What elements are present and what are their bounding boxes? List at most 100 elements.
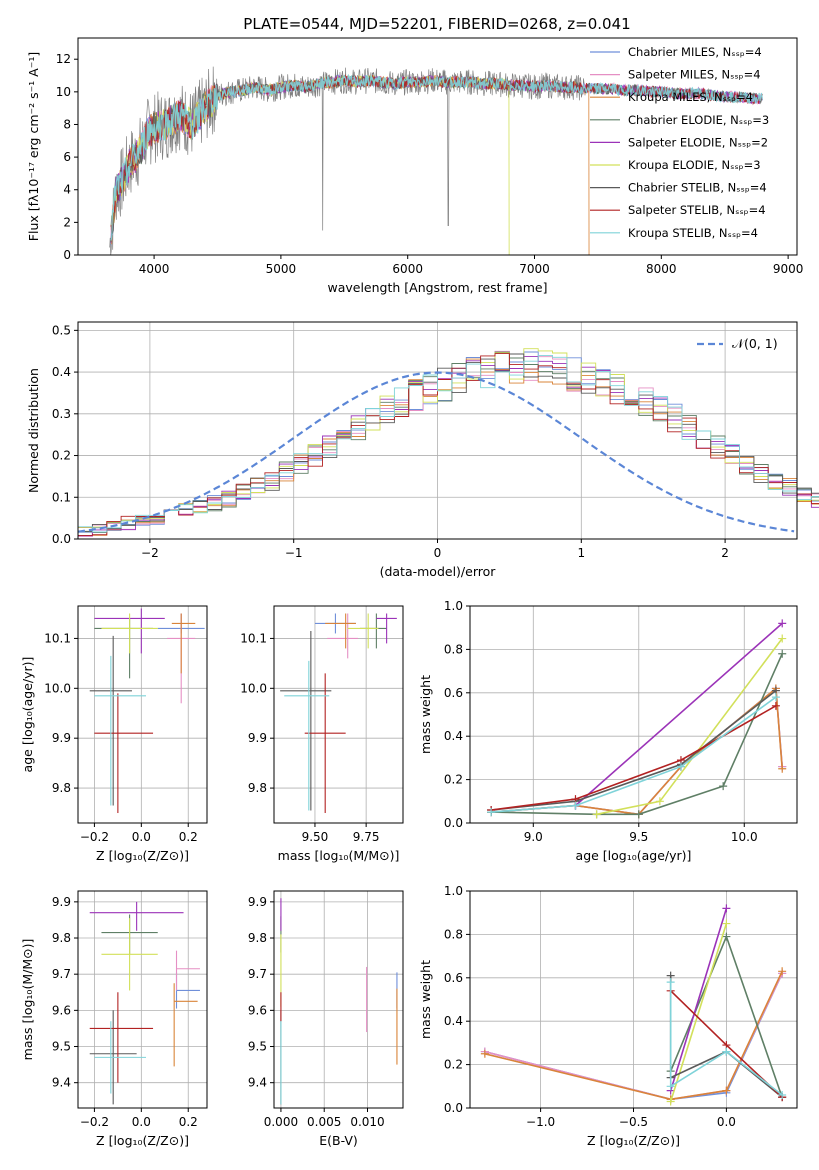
y-tick-label: 0	[63, 248, 71, 262]
panel-mass_vs_Z: −0.2 0.0 0.2 9.4 9.5 9.6 9.7 9.8 9.9 Z [log₁₀(Z/Z…	[20, 890, 208, 1148]
y-tick-label: 0.3	[52, 407, 71, 421]
data-point-marker	[722, 919, 731, 928]
x-tick-label: −0.2	[80, 1115, 109, 1129]
figure-title: PLATE=0544, MJD=52201, FIBERID=0268, z=0…	[243, 15, 630, 33]
x-tick-label: 9.5	[629, 830, 648, 844]
plot-area	[89, 901, 200, 1105]
panel-residuals: −2 −1 0 1 2 0.0 0.1 0.2 0.3 0.4 0.5 (data-model)/er…	[26, 321, 819, 579]
data-point-marker	[771, 693, 780, 702]
axes-frame	[77, 890, 208, 1109]
x-tick-label: 0.005	[307, 1115, 341, 1129]
x-tick-label: 0.0	[132, 1115, 151, 1129]
histogram-series	[78, 353, 819, 536]
x-axis-label: (data-model)/error	[380, 564, 497, 579]
y-axis-label: mass weight	[418, 675, 433, 754]
y-tick-label: 0.6	[444, 971, 463, 985]
y-tick-label: 0.0	[444, 816, 463, 830]
legend: Chabrier MILES, Nₛₛₚ=4 Salpeter MILES, Nₛ…	[590, 45, 769, 240]
y-tick-label: 0.4	[444, 729, 463, 743]
normal-reference-curve	[77, 371, 795, 533]
y-tick-label: 0.1	[52, 490, 71, 504]
mass-weight-line	[574, 622, 783, 807]
data-point-marker	[778, 649, 787, 658]
y-tick-label: 9.5	[52, 1040, 71, 1054]
x-axis-label: Z [log₁₀(Z/Z⊙)]	[96, 1133, 189, 1148]
data-point-marker	[722, 932, 731, 941]
legend-label: 𝒩(0, 1)	[732, 336, 778, 351]
data-point-marker	[778, 1090, 787, 1099]
y-tick-label: 0.8	[444, 927, 463, 941]
data-point-marker	[719, 782, 728, 791]
data-point-marker	[487, 808, 496, 817]
x-tick-label: 0.2	[179, 1115, 198, 1129]
x-tick-label: 7000	[519, 262, 550, 276]
x-tick-label: −0.5	[619, 1115, 648, 1129]
y-tick-label: 10.1	[240, 631, 267, 645]
model-line	[110, 74, 510, 255]
x-tick-label: −1	[285, 546, 303, 560]
x-tick-label: 9.50	[302, 830, 329, 844]
legend-label: Salpeter STELIB, Nₛₛₚ=4	[628, 203, 766, 217]
y-tick-label: 9.6	[52, 1003, 71, 1017]
panel-massweight_vs_age: 9.0 9.5 10.0 0.0 0.2 0.4 0.6 0.8 1.0 age [log₁₀(a…	[418, 599, 798, 863]
x-tick-label: 5000	[266, 262, 297, 276]
x-tick-label: 0.0	[717, 1115, 736, 1129]
y-tick-label: 6	[63, 150, 71, 164]
mass-weight-line	[669, 908, 728, 1091]
x-tick-label: −1.0	[526, 1115, 555, 1129]
plot-area	[77, 348, 819, 537]
chart-panels: 4000 5000 6000 7000 8000 9000024681012wavelen…	[20, 37, 819, 1148]
axes-frame	[273, 605, 404, 824]
legend-label: Chabrier MILES, Nₛₛₚ=4	[628, 45, 762, 59]
y-tick-label: 9.8	[52, 781, 71, 795]
y-axis-label: Normed distribution	[26, 368, 41, 493]
panel-massweight_vs_Z: −1.0 −0.5 0.0 0.0 0.2 0.4 0.6 0.8 1.0 Z [log₁₀(Z/…	[418, 884, 798, 1148]
data-point-marker	[655, 797, 664, 806]
y-tick-label: 1.0	[444, 599, 463, 613]
y-tick-label: 9.8	[248, 781, 267, 795]
y-tick-label: 0.4	[52, 365, 71, 379]
axes-frame	[469, 605, 798, 824]
legend-label: Kroupa STELIB, Nₛₛₚ=4	[628, 226, 758, 240]
y-tick-label: 10.0	[44, 681, 71, 695]
data-point-marker	[666, 978, 675, 987]
y-axis-label: Flux [fλ10⁻¹⁷ erg cm⁻² s⁻¹ A⁻¹]	[26, 52, 41, 241]
x-tick-label: 2	[721, 546, 729, 560]
mass-weight-line	[669, 982, 783, 1096]
y-tick-label: 0.4	[444, 1014, 463, 1028]
mass-weight-line	[491, 689, 777, 811]
y-tick-label: 9.7	[52, 967, 71, 981]
x-tick-label: 0.000	[264, 1115, 298, 1129]
y-tick-label: 0.2	[444, 1058, 463, 1072]
y-tick-label: 9.8	[52, 931, 71, 945]
x-tick-label: 9000	[773, 262, 804, 276]
y-tick-label: 10.0	[240, 681, 267, 695]
y-axis-label: mass weight	[418, 960, 433, 1039]
data-point-marker	[722, 904, 731, 913]
x-tick-label: 0.010	[350, 1115, 384, 1129]
x-tick-label: 9.0	[524, 830, 543, 844]
plot-area	[89, 608, 205, 814]
y-tick-label: 9.9	[52, 731, 71, 745]
y-tick-label: 0.0	[444, 1101, 463, 1115]
plot-area	[280, 898, 398, 1105]
data-point-marker	[666, 1097, 675, 1106]
plot-area	[487, 619, 787, 819]
legend-label: Salpeter MILES, Nₛₛₚ=4	[628, 68, 761, 82]
x-tick-label: 4000	[139, 262, 170, 276]
x-tick-label: 0	[434, 546, 442, 560]
mass-weight-line	[484, 970, 783, 1101]
y-tick-label: 10	[56, 85, 71, 99]
x-axis-label: wavelength [Angstrom, rest frame]	[327, 280, 547, 295]
mass-weight-line	[669, 923, 728, 1102]
data-point-marker	[778, 634, 787, 643]
x-tick-label: 0.0	[132, 830, 151, 844]
legend-label: Salpeter ELODIE, Nₛₛₚ=2	[628, 135, 768, 149]
x-axis-label: Z [log₁₀(Z/Z⊙)]	[587, 1133, 680, 1148]
y-tick-label: 9.8	[248, 931, 267, 945]
plot-area	[280, 613, 397, 814]
data-point-marker	[778, 967, 787, 976]
x-tick-label: −2	[141, 546, 159, 560]
y-tick-label: 9.9	[52, 895, 71, 909]
